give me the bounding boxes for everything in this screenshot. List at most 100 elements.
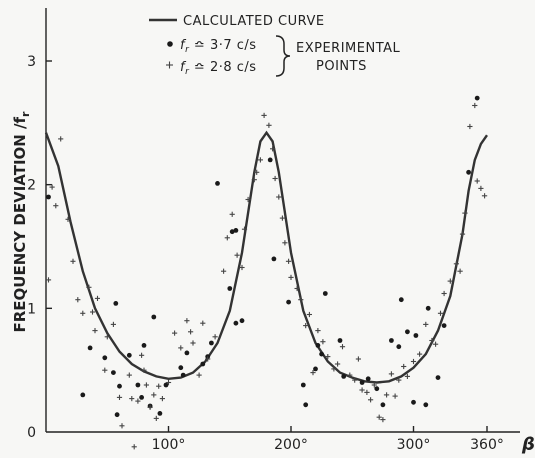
- plus-point: [254, 169, 260, 175]
- plus-point: [119, 423, 125, 429]
- plus-point: [129, 396, 135, 402]
- plus-point: [49, 184, 55, 190]
- plus-point: [126, 372, 132, 378]
- dot-point: [151, 314, 157, 320]
- dot-point: [113, 301, 119, 306]
- plus-point: [474, 178, 480, 184]
- plus-point: [147, 404, 153, 410]
- plus-point: [432, 341, 439, 347]
- plus-point: [472, 102, 478, 109]
- plus-point: [94, 295, 100, 301]
- plus-point: [459, 231, 466, 237]
- plus-point: [165, 379, 172, 386]
- legend: CALCULATED CURVE fr ≏ 3·7 c/s fr ≏ 2·8 c…: [149, 14, 400, 77]
- plus-point: [58, 136, 64, 142]
- dot-point: [435, 375, 441, 380]
- plus-point: [447, 278, 453, 284]
- plus-point: [251, 177, 257, 183]
- plus-point: [200, 320, 206, 326]
- plus-point: [234, 252, 240, 258]
- plus-point: [190, 340, 196, 346]
- plus-point: [392, 393, 398, 399]
- dot-point: [286, 299, 291, 305]
- plus-point: [141, 367, 147, 373]
- dot-point: [466, 169, 471, 175]
- plus-point: [315, 328, 321, 334]
- dot-point: [398, 297, 404, 303]
- plus-point: [272, 175, 278, 182]
- plus-point: [467, 123, 473, 130]
- plus-point: [320, 339, 326, 345]
- dot-point: [141, 343, 147, 348]
- dot-point: [319, 351, 324, 357]
- plus-point: [429, 337, 435, 344]
- dot-point: [396, 344, 402, 350]
- dot-point: [380, 402, 386, 408]
- dot-point: [157, 411, 163, 416]
- plus-point: [331, 366, 337, 372]
- legend-plus-label: fr ≏ 2·8 c/s: [180, 60, 257, 77]
- x-tick-label: 300°: [397, 437, 431, 453]
- plus-point: [441, 290, 447, 297]
- x-tick-label: 200°: [274, 437, 308, 453]
- dot-point: [209, 340, 214, 346]
- plus-point: [196, 372, 202, 378]
- plus-point: [188, 329, 194, 335]
- dot-point: [425, 305, 431, 311]
- dot-point: [178, 365, 184, 371]
- plus-point: [266, 122, 272, 128]
- dot-point: [239, 318, 245, 324]
- dot-point: [227, 286, 233, 291]
- plus-point: [279, 215, 285, 221]
- plus-point: [355, 356, 361, 362]
- dot-point: [337, 338, 343, 343]
- x-tick-label: 100°: [152, 437, 186, 453]
- plus-series: [45, 102, 488, 450]
- plus-point: [239, 264, 245, 271]
- plus-point: [457, 268, 463, 274]
- plus-point: [221, 268, 227, 274]
- plus-point: [325, 354, 331, 360]
- dot-point: [313, 366, 318, 372]
- dot-point: [215, 181, 220, 186]
- plus-point: [294, 285, 300, 292]
- dot-point: [200, 361, 206, 367]
- legend-dot-marker: [167, 41, 173, 47]
- x-ticks: 100° 200° 300° 360°: [152, 426, 504, 453]
- legend-curve-label: CALCULATED CURVE: [183, 14, 325, 29]
- dot-point: [233, 228, 239, 233]
- plus-point: [288, 274, 294, 280]
- dot-point: [359, 380, 365, 385]
- plus-point: [306, 311, 312, 318]
- plus-point: [178, 345, 184, 351]
- dot-point: [413, 333, 419, 338]
- plus-point: [368, 397, 374, 403]
- dot-point: [46, 194, 51, 200]
- dot-point: [271, 256, 277, 262]
- dot-point: [139, 395, 145, 400]
- plus-point: [224, 235, 230, 241]
- dot-point: [341, 374, 347, 379]
- dot-point: [111, 370, 116, 375]
- plus-point: [339, 344, 346, 350]
- y-tick-label: 0: [27, 425, 36, 441]
- dot-point: [229, 229, 235, 235]
- plus-point: [401, 363, 407, 370]
- legend-brace: [275, 35, 291, 77]
- dot-point: [365, 376, 371, 382]
- dot-point: [180, 372, 186, 378]
- plus-point: [143, 382, 149, 388]
- plus-point: [276, 194, 282, 200]
- plus-point: [86, 284, 92, 290]
- plus-point: [478, 185, 484, 191]
- dot-point: [135, 382, 141, 388]
- dot-point: [117, 383, 122, 389]
- dot-point: [374, 386, 380, 392]
- dot-point: [322, 291, 328, 296]
- plus-point: [70, 258, 76, 264]
- dot-point: [423, 402, 429, 408]
- dot-point: [102, 355, 108, 361]
- plus-point: [347, 372, 353, 378]
- plus-point: [245, 196, 251, 203]
